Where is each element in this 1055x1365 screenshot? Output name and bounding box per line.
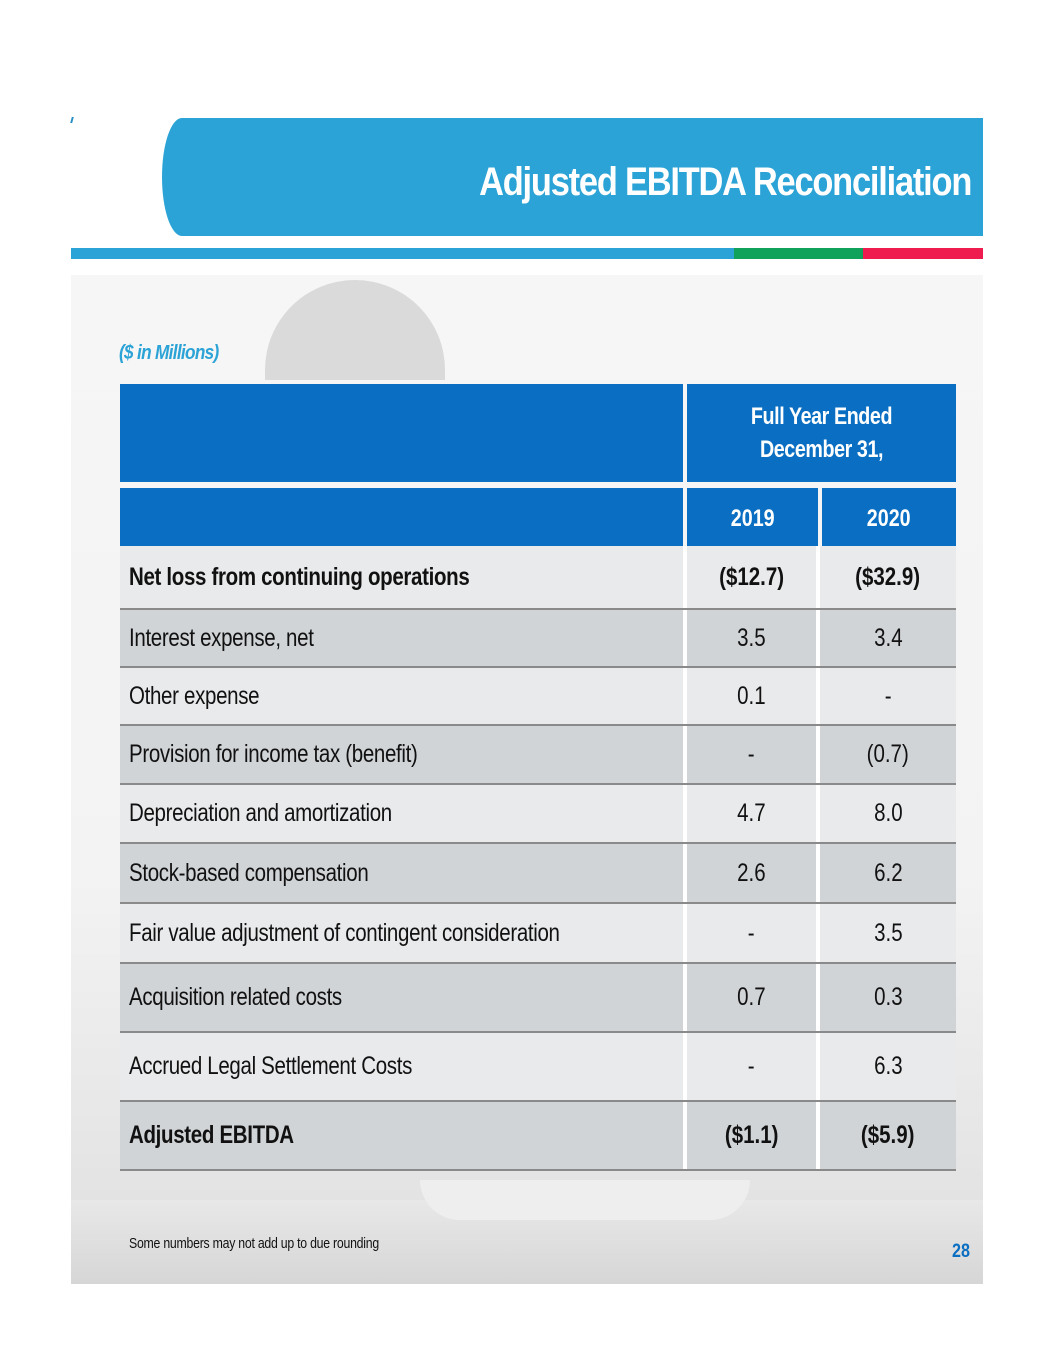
value-text: 8.0 (873, 799, 903, 827)
header-blank-cell (120, 488, 683, 546)
table-row: Adjusted EBITDA ($1.1) ($5.9) (120, 1102, 956, 1171)
row-label-text: Adjusted EBITDA (129, 1121, 294, 1149)
value-2019: 3.5 (683, 610, 820, 666)
value-text: 6.2 (873, 858, 903, 887)
table-row: Stock-based compensation 2.6 6.2 (120, 844, 956, 904)
value-text: 3.4 (873, 623, 903, 652)
table-row: Fair value adjustment of contingent cons… (120, 904, 956, 964)
row-label: Stock-based compensation (129, 844, 421, 902)
table-body: Net loss from continuing operations ($12.… (120, 546, 956, 1171)
value-text: ($32.9) (855, 562, 921, 591)
table-row: Provision for income tax (benefit) - (0.7) (120, 726, 956, 785)
value-text: 0.3 (873, 983, 903, 1011)
value-2019: 0.7 (683, 964, 820, 1031)
value-text: ($1.1) (724, 1121, 779, 1149)
value-2019: - (683, 726, 820, 783)
value-text: - (748, 740, 755, 768)
value-text: 2.6 (737, 858, 766, 887)
value-text: 6.3 (873, 1052, 903, 1080)
accent-stripe-red (863, 248, 983, 259)
row-label: Provision for income tax (benefit) (129, 726, 481, 783)
table-row: Acquisition related costs 0.7 0.3 (120, 964, 956, 1033)
value-2020: 6.3 (820, 1033, 956, 1100)
value-text: ($5.9) (861, 1121, 915, 1149)
logo-fragment (70, 117, 74, 123)
value-2020: - (820, 668, 956, 724)
row-label: Fair value adjustment of contingent cons… (129, 904, 654, 962)
value-text: - (748, 1052, 755, 1080)
value-2020: 0.3 (820, 964, 956, 1031)
table-row: Other expense 0.1 - (120, 668, 956, 726)
row-label-text: Stock-based compensation (129, 858, 369, 887)
value-text: 0.7 (737, 983, 766, 1011)
value-2019: - (683, 904, 820, 962)
footnote: Some numbers may not add up to due round… (129, 1235, 379, 1252)
table-header-period: Full Year Ended December 31, (120, 384, 956, 482)
row-label-text: Provision for income tax (benefit) (129, 740, 418, 768)
row-label-text: Depreciation and amortization (129, 799, 392, 827)
row-label-text: Net loss from continuing operations (129, 562, 470, 591)
value-text: 3.5 (737, 623, 766, 652)
background-photo-detail (420, 1180, 750, 1220)
row-label: Other expense (129, 668, 288, 724)
value-2019: ($12.7) (683, 546, 820, 608)
column-header-label: 2020 (867, 505, 911, 532)
row-label: Net loss from continuing operations (129, 546, 544, 608)
accent-stripe-green (734, 248, 863, 259)
value-2019: 4.7 (683, 785, 820, 842)
value-2020: (0.7) (820, 726, 956, 783)
table-row: Net loss from continuing operations ($12.… (120, 546, 956, 610)
value-2020: 6.2 (820, 844, 956, 902)
row-label-text: Fair value adjustment of contingent cons… (129, 918, 560, 947)
value-text: ($12.7) (719, 562, 784, 591)
table-row: Accrued Legal Settlement Costs - 6.3 (120, 1033, 956, 1102)
row-label: Adjusted EBITDA (129, 1102, 330, 1169)
accent-stripe-blue (71, 248, 734, 259)
column-header-2020: 2020 (822, 488, 956, 546)
row-label: Accrued Legal Settlement Costs (129, 1033, 474, 1100)
period-header-line2: December 31, (759, 436, 884, 463)
header-blank-cell (120, 384, 683, 482)
row-label-text: Accrued Legal Settlement Costs (129, 1052, 413, 1080)
value-2020: 8.0 (820, 785, 956, 842)
value-2020: 3.5 (820, 904, 956, 962)
row-label-text: Other expense (129, 681, 260, 710)
value-2019: 2.6 (683, 844, 820, 902)
table-row: Interest expense, net 3.5 3.4 (120, 610, 956, 668)
value-text: 0.1 (737, 681, 766, 710)
value-text: - (748, 918, 755, 947)
page-title: Adjusted EBITDA Reconciliation (478, 160, 972, 204)
page-number: 28 (952, 1241, 970, 1262)
value-text: - (884, 681, 892, 710)
value-2019: ($1.1) (683, 1102, 820, 1169)
value-2020: ($32.9) (820, 546, 956, 608)
value-text: 3.5 (873, 918, 903, 947)
value-2020: 3.4 (820, 610, 956, 666)
column-header-label: 2019 (730, 505, 775, 532)
table-header-years: 2019 2020 (120, 488, 956, 546)
value-2019: - (683, 1033, 820, 1100)
column-header-2019: 2019 (687, 488, 818, 546)
units-label: ($ in Millions) (119, 342, 219, 364)
row-label-text: Acquisition related costs (129, 983, 342, 1011)
value-text: (0.7) (866, 740, 910, 768)
period-header: Full Year Ended December 31, (687, 384, 956, 482)
row-label: Acquisition related costs (129, 964, 389, 1031)
row-label: Interest expense, net (129, 610, 354, 666)
period-header-line1: Full Year Ended (750, 403, 893, 430)
value-2019: 0.1 (683, 668, 820, 724)
row-label: Depreciation and amortization (129, 785, 450, 842)
value-2020: ($5.9) (820, 1102, 956, 1169)
title-banner: Adjusted EBITDA Reconciliation (162, 118, 983, 236)
row-label-text: Interest expense, net (129, 623, 314, 652)
value-text: 4.7 (737, 799, 766, 827)
table-row: Depreciation and amortization 4.7 8.0 (120, 785, 956, 844)
